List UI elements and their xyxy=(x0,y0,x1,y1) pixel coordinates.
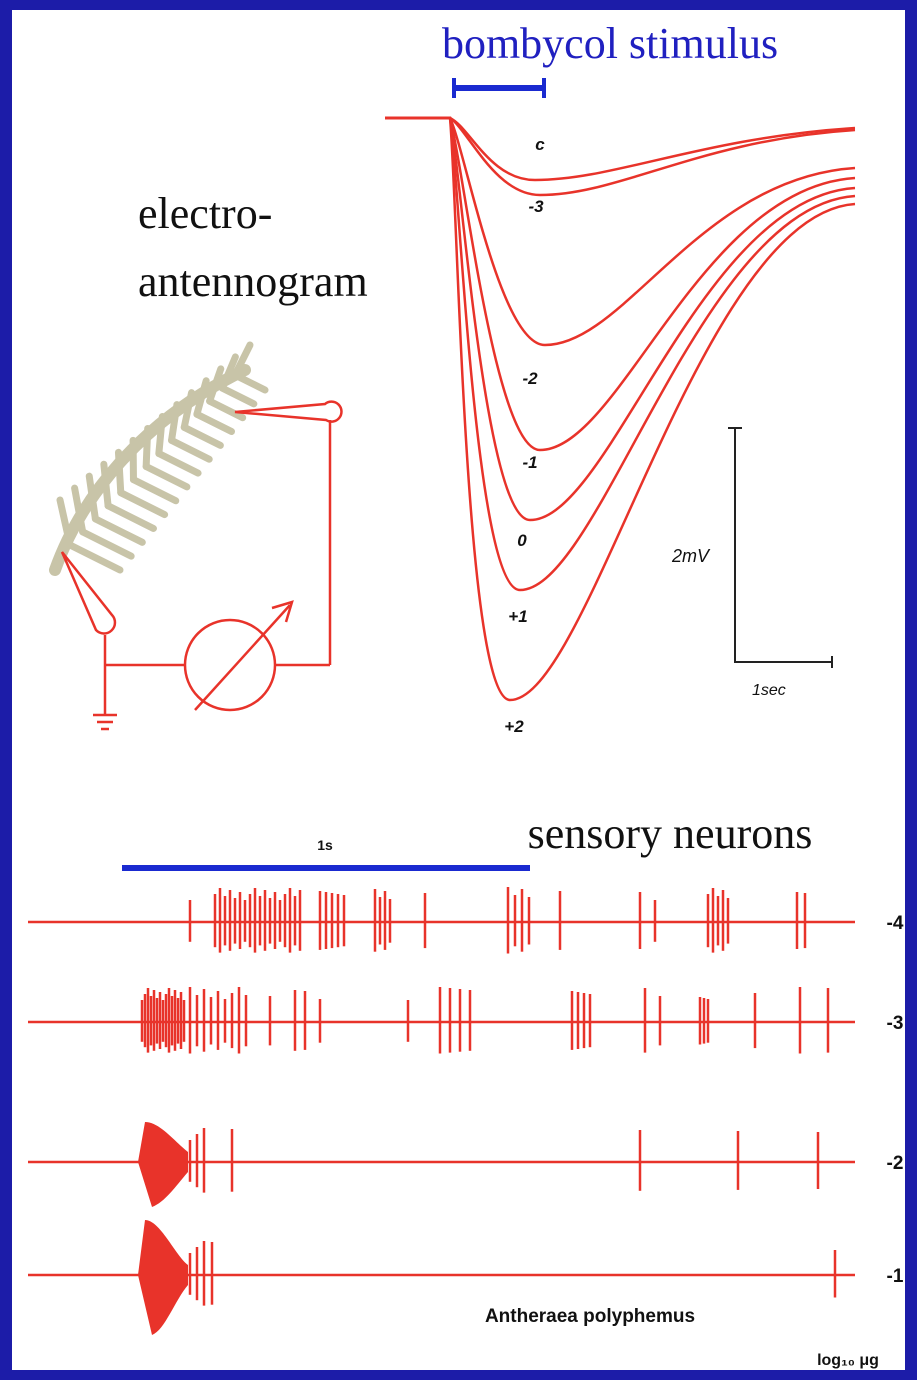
antenna-barb xyxy=(193,410,236,436)
antenna-barb xyxy=(155,449,202,477)
antenna-barb xyxy=(56,496,74,549)
antenna-barb xyxy=(142,424,152,471)
antenna-barb xyxy=(180,423,224,449)
trace-label: -2 xyxy=(887,1153,904,1174)
time-bar-label: 1s xyxy=(317,837,333,853)
antenna-barb xyxy=(168,401,181,444)
curve-label: -1 xyxy=(522,453,537,472)
antenna-barb xyxy=(79,528,135,560)
neurons-title: sensory neurons xyxy=(528,809,813,858)
stimulus-bar xyxy=(452,78,546,98)
circuit xyxy=(60,400,343,731)
curve-label: 0 xyxy=(517,531,527,550)
curve-label: -3 xyxy=(528,197,544,216)
spike-burst xyxy=(138,1220,188,1335)
species: Antheraea polyphemus xyxy=(485,1306,695,1327)
antenna-barb xyxy=(104,502,157,532)
curve-label: -2 xyxy=(522,369,538,388)
eag-curve xyxy=(385,116,856,347)
antenna-barb xyxy=(114,448,125,497)
antenna-barb xyxy=(218,353,239,392)
curve-label: c xyxy=(535,135,545,154)
scale-bar xyxy=(728,427,833,668)
eag-traces: c -3 -2 -1 0 +1 +2 xyxy=(385,116,856,736)
antenna-barb xyxy=(218,384,258,408)
spike-traces: -4 -3 -2 -1 xyxy=(28,887,904,1335)
scale-voltage: 2mV xyxy=(671,546,711,566)
antenna-barb xyxy=(91,515,146,546)
trace-label: -3 xyxy=(887,1013,904,1034)
eag-curve xyxy=(385,116,856,522)
antenna xyxy=(49,341,269,576)
trace-label: -1 xyxy=(887,1266,904,1287)
stimulus-title: bombycol stimulus xyxy=(442,19,778,68)
antenna-barb xyxy=(168,436,213,463)
antenna-barb xyxy=(71,484,87,536)
trace-label: -4 xyxy=(887,913,904,934)
antenna-barb xyxy=(85,472,99,523)
unit: log₁₀ μg xyxy=(817,1352,879,1369)
antenna-barb xyxy=(206,365,225,405)
antenna-barb xyxy=(180,389,196,431)
spike-burst xyxy=(138,1122,188,1207)
antenna-barb xyxy=(231,341,254,379)
curve-label: +1 xyxy=(508,607,527,626)
antenna-barb xyxy=(231,371,269,394)
antenna-barb xyxy=(206,397,247,422)
eag-title: electro- xyxy=(138,189,272,238)
scale-time: 1sec xyxy=(752,682,786,699)
antenna-barb xyxy=(117,489,169,519)
eag-curve xyxy=(385,116,856,702)
eag-title: antennogram xyxy=(138,257,368,306)
eag-curve xyxy=(385,116,856,592)
antenna-barb xyxy=(66,541,124,574)
eag-curve xyxy=(385,116,856,197)
eag-curve xyxy=(385,116,856,452)
eag-curve xyxy=(385,116,856,182)
antenna-barb xyxy=(193,377,210,418)
antenna-barb xyxy=(142,463,191,491)
antenna-barb xyxy=(100,460,112,510)
antenna-barb xyxy=(155,413,166,457)
antenna-barb xyxy=(129,476,180,505)
curve-label: +2 xyxy=(504,717,524,736)
